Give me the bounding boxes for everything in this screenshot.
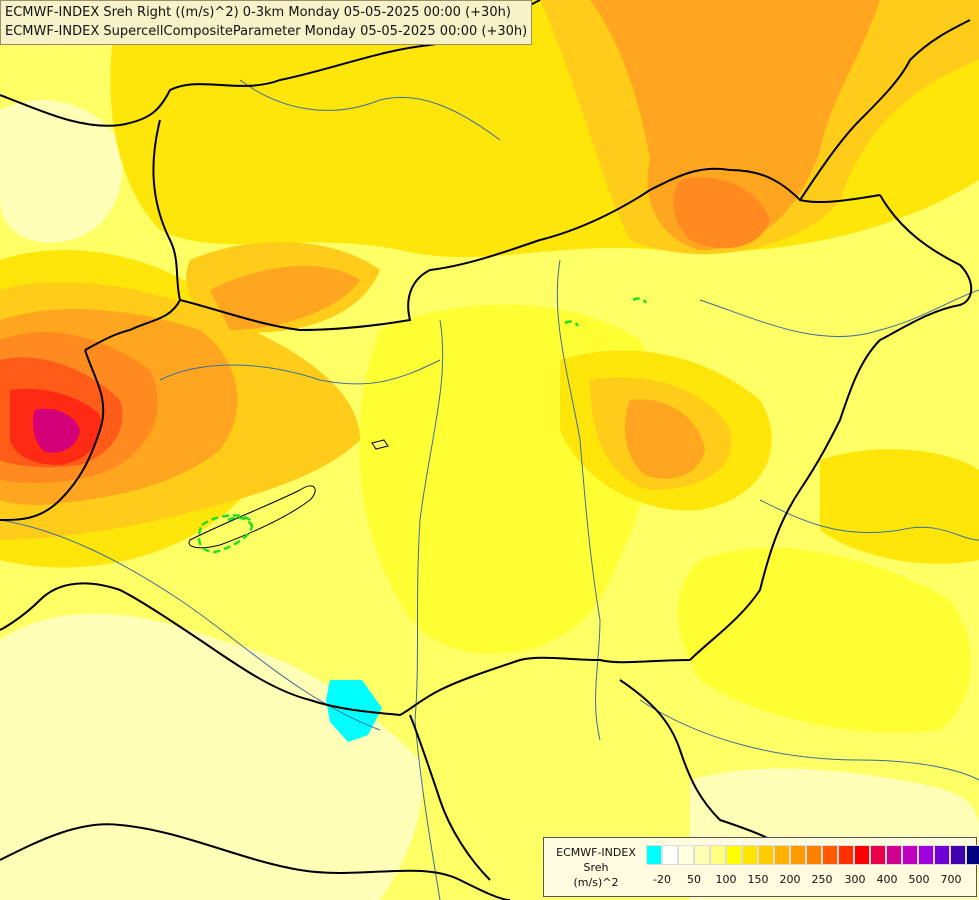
legend-tick-label: 700 — [940, 873, 962, 886]
legend-swatch — [854, 845, 870, 865]
border-west-slovenia — [0, 349, 105, 521]
legend-swatch — [662, 845, 678, 865]
yellow-field-east — [677, 547, 971, 733]
border-serbia-romania — [619, 679, 801, 861]
legend-swatch — [742, 845, 758, 865]
map-title-box: ECMWF-INDEX Sreh Right ((m/s)^2) 0-3km M… — [0, 0, 533, 45]
legend-swatch — [694, 845, 710, 865]
legend-tick-label: 400 — [876, 873, 898, 886]
legend-tick-label: 100 — [715, 873, 737, 886]
legend-swatch — [934, 845, 950, 865]
legend-tick-label: 500 — [908, 873, 930, 886]
legend-swatch — [902, 845, 918, 865]
legend-tick-labels: -20 50 100 150 200 250 300 400 500 700 — [644, 873, 974, 889]
border-east-romania — [689, 194, 973, 661]
title-line-sreh: ECMWF-INDEX Sreh Right ((m/s)^2) 0-3km M… — [5, 5, 511, 20]
pale-area-southwest — [0, 613, 422, 900]
dark-orange-field-north-band — [210, 266, 360, 330]
gold-field-east — [820, 449, 979, 564]
rivers — [0, 79, 979, 900]
legend-swatch — [726, 845, 742, 865]
legend-swatch — [774, 845, 790, 865]
legend-swatch — [646, 845, 662, 865]
supercell-contours — [197, 297, 648, 554]
lake-small-1 — [371, 439, 389, 450]
dark-orange-field-northeast — [590, 0, 880, 250]
legend-swatch — [950, 845, 966, 865]
legend-swatch — [918, 845, 934, 865]
title-line-scp: ECMWF-INDEX SupercellCompositeParameter … — [5, 24, 528, 39]
legend-swatch — [886, 845, 902, 865]
border-west-austria — [84, 119, 182, 351]
border-southwest — [0, 823, 511, 900]
legend-swatch — [806, 845, 822, 865]
red-orange-field-northeast — [673, 177, 770, 249]
legend-swatch — [822, 845, 838, 865]
legend-tick-label: 200 — [779, 873, 801, 886]
legend-unit: (m/s)^2 — [573, 876, 619, 889]
legend-swatch — [758, 845, 774, 865]
legend-tick-label: -20 — [653, 873, 671, 886]
legend-swatch — [966, 845, 979, 865]
legend-tick-label: 150 — [747, 873, 769, 886]
legend-swatch — [710, 845, 726, 865]
legend-swatch — [838, 845, 854, 865]
border-north-east — [799, 19, 971, 201]
border-south-bosnia — [409, 714, 491, 881]
legend-variable: Sreh — [583, 861, 609, 874]
legend-swatch — [870, 845, 886, 865]
legend-tick-label: 50 — [687, 873, 701, 886]
legend-color-bar — [646, 845, 979, 865]
cyan-area-south — [326, 680, 382, 742]
lake-balaton — [188, 485, 316, 549]
legend-swatch — [790, 845, 806, 865]
legend-tick-label: 300 — [844, 873, 866, 886]
magenta-core-west — [33, 408, 80, 453]
legend-tick-label: 250 — [811, 873, 833, 886]
dark-orange-field-center — [625, 399, 705, 479]
legend-label: ECMWF-INDEX Sreh (m/s)^2 — [548, 845, 644, 890]
border-south-serbia — [0, 582, 691, 717]
pale-area-northwest — [0, 100, 123, 243]
legend-swatch — [678, 845, 694, 865]
legend-source: ECMWF-INDEX — [556, 846, 636, 859]
color-legend: ECMWF-INDEX Sreh (m/s)^2 -20 50 100 150 200 2… — [543, 837, 979, 897]
border-hungary-slovakia — [179, 167, 881, 332]
